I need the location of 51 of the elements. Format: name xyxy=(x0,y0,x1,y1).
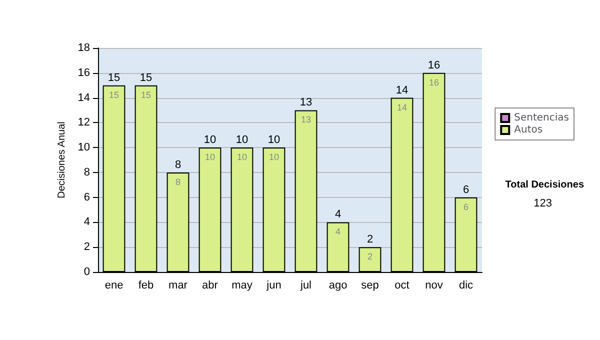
data-label: 16 xyxy=(428,77,440,88)
data-label: 15 xyxy=(140,90,152,100)
y-tick-label: 4 xyxy=(84,216,90,228)
x-tick-label: sep xyxy=(361,280,379,292)
total-label: 10 xyxy=(268,134,280,146)
x-tick-label: jun xyxy=(266,280,282,292)
x-tick-label: nov xyxy=(425,280,444,292)
total-label: 15 xyxy=(108,72,120,84)
y-tick-label: 12 xyxy=(78,116,90,129)
text: Total Decisiones xyxy=(505,180,584,190)
x-tick-label: feb xyxy=(138,280,154,292)
total-label: 6 xyxy=(462,184,470,196)
y-tick-label: 2 xyxy=(84,241,90,254)
data-label: 4 xyxy=(335,226,341,237)
y-tick-label: 14 xyxy=(78,92,90,104)
data-label: 10 xyxy=(236,152,248,162)
data-label: 6 xyxy=(463,202,469,212)
total-label: 10 xyxy=(236,134,248,146)
y-tick-label: 18 xyxy=(78,42,90,54)
total-label: 10 xyxy=(204,134,216,146)
x-tick-label: ago xyxy=(328,280,348,292)
x-tick-label: ene xyxy=(104,280,124,292)
data-label: 10 xyxy=(204,152,216,162)
text: 123 xyxy=(534,198,552,210)
data-label: 10 xyxy=(268,152,280,162)
y-tick-label: 16 xyxy=(78,66,90,79)
y-tick-label: 0 xyxy=(84,266,90,278)
total-label: 15 xyxy=(140,72,152,84)
data-label: 13 xyxy=(300,114,312,125)
total-label: 4 xyxy=(334,208,342,221)
y-axis-title: Decisiones Anual xyxy=(56,122,68,198)
x-tick-label: may xyxy=(232,280,253,292)
data-label: 15 xyxy=(108,90,120,100)
data-label: 8 xyxy=(175,176,181,187)
x-tick-label: jul xyxy=(299,280,312,292)
x-tick-label: oct xyxy=(394,280,410,292)
total-label: 2 xyxy=(366,234,374,246)
x-tick-label: abr xyxy=(202,280,218,292)
total-label: 8 xyxy=(174,158,182,171)
total-label: 13 xyxy=(300,96,312,109)
data-label: 2 xyxy=(367,252,373,262)
total-label: 14 xyxy=(396,84,408,96)
x-tick-label: dic xyxy=(458,280,474,292)
legend-label: Sentencias xyxy=(514,112,570,124)
total-label: 16 xyxy=(428,59,440,72)
x-tick-label: mar xyxy=(168,280,188,292)
y-tick-label: 8 xyxy=(84,166,90,178)
legend-label: Autos xyxy=(514,124,543,136)
y-tick-label: 10 xyxy=(78,142,90,154)
y-tick-label: 6 xyxy=(84,191,90,204)
data-label: 14 xyxy=(396,102,408,112)
